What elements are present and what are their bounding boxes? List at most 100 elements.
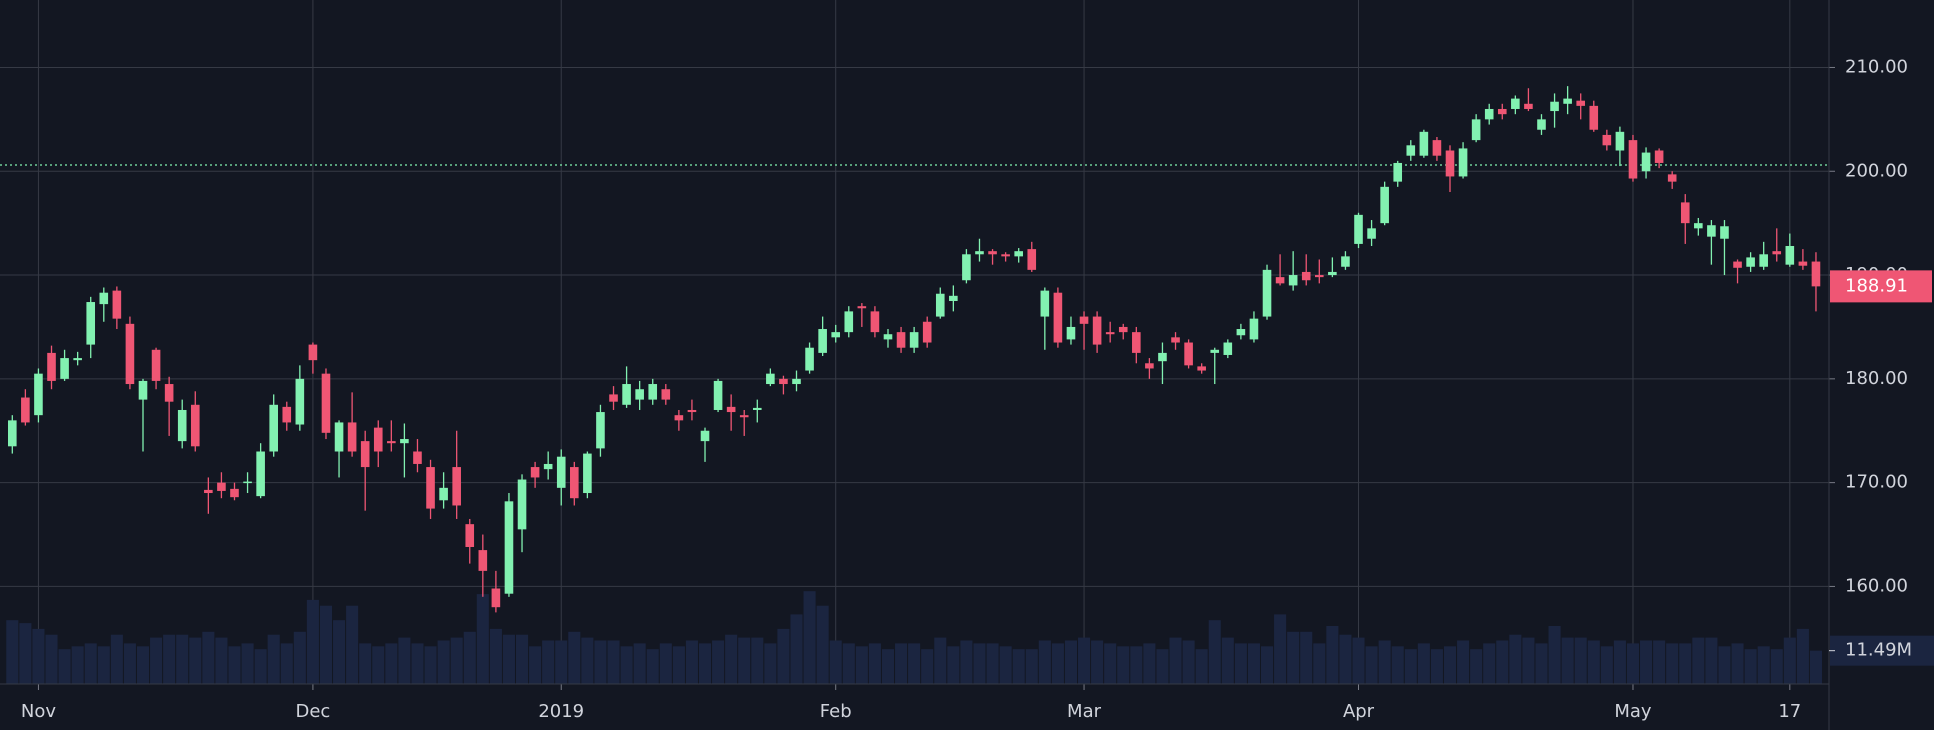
volume-bar: [19, 623, 32, 684]
volume-bar: [1234, 643, 1247, 684]
volume-bar: [646, 649, 659, 684]
volume-bar: [1078, 637, 1091, 684]
volume-bar: [1339, 634, 1352, 684]
volume-bar: [1143, 643, 1156, 684]
candle-body: [295, 378, 305, 425]
volume-bar: [6, 620, 19, 684]
candle-body: [609, 394, 618, 402]
candle-body: [1001, 254, 1010, 257]
volume-bar: [1470, 649, 1483, 684]
volume-bar: [764, 643, 777, 684]
volume-bar: [515, 634, 529, 684]
y-tick-label: 180.00: [1845, 368, 1908, 389]
candle-body: [1458, 148, 1468, 177]
volume-bar: [1770, 649, 1783, 684]
last-price-label: 188.91: [1845, 275, 1908, 296]
last-price-box: [1830, 270, 1932, 303]
candle-body: [1184, 342, 1193, 366]
volume-bar: [71, 646, 84, 684]
volume-bar: [319, 605, 333, 684]
candle-body: [387, 441, 396, 444]
volume-bar: [1117, 646, 1130, 684]
candle-body: [1746, 257, 1755, 267]
candle-body: [1092, 316, 1102, 345]
volume-bar: [437, 640, 450, 684]
candle-body: [86, 302, 96, 345]
candle-body: [726, 406, 736, 413]
volume-bar: [411, 643, 424, 684]
candle-body: [752, 407, 762, 410]
volume-bar: [751, 637, 764, 684]
x-tick-label: Apr: [1343, 701, 1375, 722]
candle-body: [1014, 251, 1023, 257]
candle-body: [321, 373, 331, 433]
volume-bar: [1417, 643, 1430, 684]
candle-body: [635, 389, 644, 400]
volume-bar: [280, 643, 293, 684]
volume-bar: [333, 620, 346, 684]
candle-body: [1680, 202, 1690, 224]
volume-bar: [176, 634, 189, 684]
volume-bar: [1430, 649, 1443, 684]
candle-body: [1654, 150, 1664, 163]
candle-body: [674, 415, 684, 421]
candle-body: [1471, 119, 1481, 141]
candle-body: [1367, 228, 1376, 239]
volume-bar: [1548, 626, 1561, 684]
volume-bar: [293, 631, 306, 684]
volume-bar: [502, 634, 515, 684]
candle-body: [73, 358, 82, 361]
volume-bar: [803, 591, 816, 684]
volume-bar: [241, 643, 254, 684]
volume-bar: [1561, 637, 1574, 684]
candle-body: [583, 453, 592, 494]
candle-body: [1445, 150, 1455, 177]
volume-bar: [790, 614, 803, 684]
volume-bar: [1809, 650, 1822, 684]
candle-body: [570, 467, 579, 499]
candle-body: [426, 467, 435, 509]
candle-body: [1380, 186, 1389, 224]
volume-bar: [372, 646, 385, 684]
candle-body: [1275, 277, 1285, 284]
volume-bar: [346, 605, 359, 684]
candle-body: [975, 251, 984, 255]
x-tick-label: 2019: [538, 701, 584, 722]
candle-body: [687, 409, 697, 413]
candle-body: [1145, 363, 1154, 369]
candle-body: [779, 378, 788, 385]
volume-bar: [542, 640, 555, 684]
volume-bar: [1221, 637, 1234, 684]
volume-bar: [881, 649, 895, 684]
volume-bar: [398, 637, 411, 684]
candle-body: [831, 332, 841, 338]
volume-bar: [1378, 640, 1391, 684]
volume-bar: [973, 643, 986, 684]
candle-body: [648, 384, 658, 400]
volume-bar: [58, 649, 71, 684]
volume-bar: [921, 649, 934, 684]
volume-bar: [1051, 643, 1064, 684]
volume-bar: [267, 634, 280, 684]
candle-body: [1733, 261, 1742, 268]
candle-body: [1288, 275, 1298, 286]
volume-bar: [1509, 634, 1522, 684]
volume-bar: [1130, 646, 1143, 684]
volume-bar: [1783, 637, 1796, 684]
candle-body: [1262, 269, 1272, 317]
candle-body: [1027, 249, 1037, 270]
y-tick-label: 210.00: [1845, 56, 1908, 77]
candle-body: [230, 488, 239, 498]
candle-body: [1615, 131, 1625, 151]
volume-bar: [908, 643, 921, 684]
candle-body: [949, 295, 958, 302]
candle-body: [21, 397, 30, 423]
volume-bar: [1104, 643, 1117, 684]
candle-body: [1432, 140, 1442, 156]
x-tick-label: Mar: [1067, 701, 1102, 722]
candle-body: [1249, 318, 1259, 340]
volume-bar: [385, 643, 398, 684]
candle-body: [1210, 349, 1220, 353]
candle-body: [504, 501, 514, 594]
